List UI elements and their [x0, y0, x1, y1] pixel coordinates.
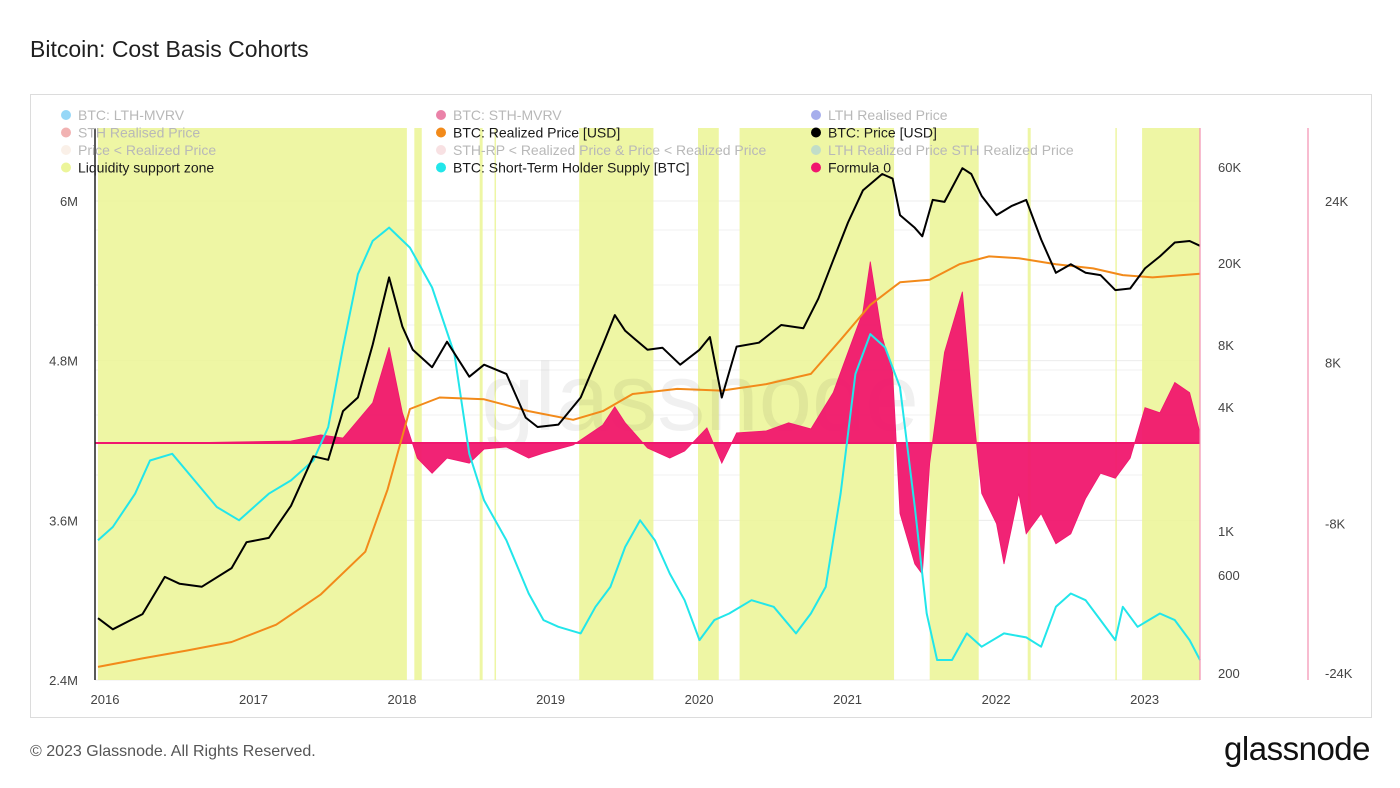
formula-area — [95, 261, 1201, 576]
legend-marker — [811, 162, 821, 173]
liquidity-zone-band — [1115, 128, 1117, 680]
legend-label: STH Realised Price — [78, 125, 200, 141]
price-axis-tick-label: 1K — [1218, 524, 1234, 539]
legend-label: BTC: Price [USD] — [828, 125, 937, 141]
liquidity-zone-band — [1027, 128, 1031, 680]
right-axis-tick-label: -8K — [1325, 517, 1346, 532]
liquidity-zone-band — [97, 128, 407, 680]
left-axis-tick-label: 3.6M — [49, 513, 78, 528]
liquidity-zone-band — [414, 128, 422, 680]
x-axis-tick-label: 2019 — [536, 692, 565, 707]
right-axis-tick-label: -24K — [1325, 666, 1353, 681]
x-axis-tick-label: 2023 — [1130, 692, 1159, 707]
price-axis-tick-label: 8K — [1218, 338, 1234, 353]
price-axis-tick-label: 4K — [1218, 400, 1234, 415]
x-axis-tick-label: 2020 — [685, 692, 714, 707]
price-axis-tick-label: 200 — [1218, 666, 1240, 681]
legend-marker — [436, 162, 446, 173]
legend-marker — [436, 145, 446, 155]
legend-label: Formula 0 — [828, 160, 891, 176]
x-axis-tick-label: 2018 — [388, 692, 417, 707]
axes: 2.4M 3.6M 4.8M 6M 200 600 1K 4K 8K 20K 60K -24K -8K 8… — [49, 128, 1353, 707]
legend-marker — [61, 162, 71, 173]
series-lines — [97, 167, 1201, 668]
legend-marker — [811, 145, 821, 155]
legend-marker — [61, 127, 71, 138]
left-axis-tick-label: 6M — [60, 194, 78, 209]
chart-title: Bitcoin: Cost Basis Cohorts — [30, 36, 309, 62]
legend-marker — [436, 127, 446, 138]
legend-label: BTC: Short-Term Holder Supply [BTC] — [453, 160, 690, 176]
liquidity-zone-band — [697, 128, 719, 680]
price-axis-tick-label: 60K — [1218, 160, 1241, 175]
legend-marker — [811, 110, 821, 120]
left-axis-tick-label: 2.4M — [49, 673, 78, 688]
legend-label: STH-RP < Realized Price & Price < Realiz… — [453, 142, 767, 158]
realized-price-line — [97, 255, 1201, 668]
x-axis-tick-label: 2016 — [91, 692, 120, 707]
copyright-footer: © 2023 Glassnode. All Rights Reserved. — [30, 743, 316, 760]
legend-label: LTH Realised Price — [828, 107, 948, 123]
legend-label: Liquidity support zone — [78, 160, 214, 176]
legend-marker — [436, 110, 446, 120]
legend-marker — [811, 127, 821, 138]
legend-marker — [61, 110, 71, 120]
left-axis-tick-label: 4.8M — [49, 354, 78, 369]
x-axis-tick-label: 2021 — [833, 692, 862, 707]
btc-price-line — [97, 167, 1201, 631]
sth-supply-line — [97, 226, 1201, 661]
legend-marker — [61, 145, 71, 155]
liquidity-zone-band — [494, 128, 497, 680]
right-axis-tick-label: 24K — [1325, 194, 1348, 209]
legend-label: BTC: Realized Price [USD] — [453, 125, 620, 141]
legend-label: Price < Realized Price — [78, 142, 216, 158]
legend-label: BTC: STH-MVRV — [453, 107, 562, 123]
legend: BTC: LTH-MVRV BTC: STH-MVRV LTH Realised P… — [61, 107, 1074, 176]
formula-0-area — [97, 261, 1201, 576]
legend-label: BTC: LTH-MVRV — [78, 107, 185, 123]
x-axis-tick-label: 2017 — [239, 692, 268, 707]
x-axis-tick-label: 2022 — [982, 692, 1011, 707]
price-axis-tick-label: 20K — [1218, 256, 1241, 271]
glassnode-logo: glassnode — [1224, 730, 1370, 767]
liquidity-zone-band — [479, 128, 483, 680]
price-axis-tick-label: 600 — [1218, 568, 1240, 583]
legend-label: LTH Realized Price STH Realized Price — [828, 142, 1074, 158]
right-axis-tick-label: 8K — [1325, 355, 1341, 370]
